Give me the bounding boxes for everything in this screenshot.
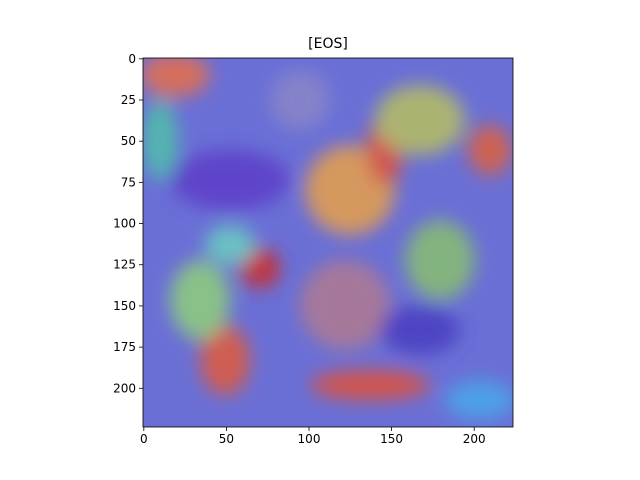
x-tick-label: 150 — [380, 432, 403, 446]
y-tick-label: 125 — [113, 258, 136, 272]
y-tick-label: 175 — [113, 340, 136, 354]
y-tick-label: 25 — [121, 93, 136, 107]
x-tick-label: 100 — [298, 432, 321, 446]
y-tick-label: 150 — [113, 299, 136, 313]
y-tick-label: 75 — [121, 175, 136, 189]
y-tick-label: 100 — [113, 217, 136, 231]
y-tick-label: 200 — [113, 381, 136, 395]
chart-title: [EOS] — [308, 36, 348, 52]
heatmap-image — [143, 58, 513, 427]
x-tick-label: 0 — [140, 432, 148, 446]
x-tick-label: 50 — [219, 432, 234, 446]
axes-frame — [142, 57, 514, 428]
x-tick-label: 200 — [463, 432, 486, 446]
y-tick-label: 50 — [121, 134, 136, 148]
y-tick-label: 0 — [128, 52, 136, 66]
